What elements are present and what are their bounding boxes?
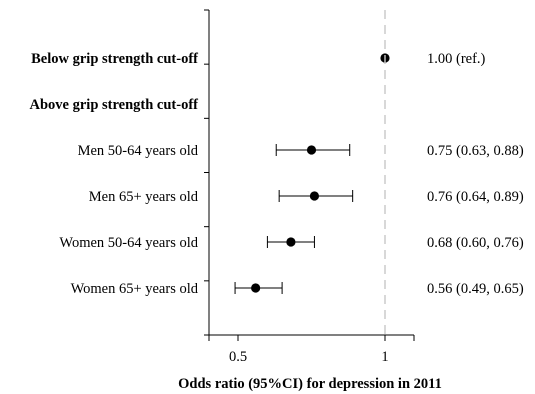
odds-ratio-point xyxy=(251,283,261,293)
row-label: Above grip strength cut-off xyxy=(30,97,199,113)
ci-value-label: 1.00 (ref.) xyxy=(427,51,486,67)
ci-value-label: 0.68 (0.60, 0.76) xyxy=(427,235,524,251)
ci-value-label: 0.56 (0.49, 0.65) xyxy=(427,281,524,297)
x-tick-label: 0.5 xyxy=(229,349,247,365)
forest-row: Men 50-64 years old 0.75 (0.63, 0.88) xyxy=(78,143,524,159)
row-label: Men 50-64 years old xyxy=(78,143,199,159)
odds-ratio-point xyxy=(309,191,320,201)
row-label: Women 50-64 years old xyxy=(59,235,198,251)
forest-row: Women 50-64 years old 0.68 (0.60, 0.76) xyxy=(59,235,523,251)
forest-row: Above grip strength cut-off xyxy=(30,97,199,113)
x-tick-label: 1 xyxy=(381,349,388,365)
ci-value-label: 0.76 (0.64, 0.89) xyxy=(427,189,524,205)
forest-row: Men 65+ years old 0.76 (0.64, 0.89) xyxy=(89,189,524,205)
forest-row: Women 65+ years old 0.56 (0.49, 0.65) xyxy=(71,281,524,297)
x-axis-title: Odds ratio (95%CI) for depression in 201… xyxy=(178,376,442,392)
x-axis-ticks: 0.5 1 xyxy=(208,335,415,365)
odds-ratio-point xyxy=(306,145,317,155)
y-axis-ticks xyxy=(204,9,209,336)
forest-row: Below grip strength cut-off 1.00 (ref.) xyxy=(31,51,485,67)
odds-ratio-point xyxy=(286,237,296,247)
ci-value-label: 0.75 (0.63, 0.88) xyxy=(427,143,524,159)
row-label: Below grip strength cut-off xyxy=(31,51,198,67)
rows-layer: Below grip strength cut-off 1.00 (ref.) Ab… xyxy=(30,51,524,297)
row-label: Women 65+ years old xyxy=(71,281,199,297)
row-label: Men 65+ years old xyxy=(89,189,199,205)
